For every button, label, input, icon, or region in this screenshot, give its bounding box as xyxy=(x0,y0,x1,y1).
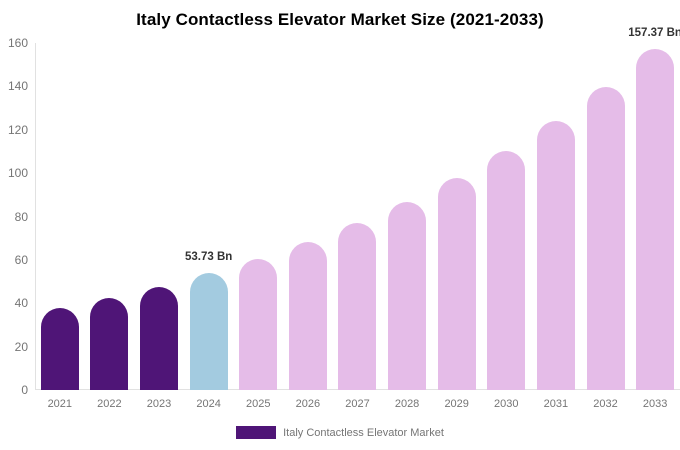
chart-title: Italy Contactless Elevator Market Size (… xyxy=(136,10,544,29)
bar-2022[interactable] xyxy=(90,298,129,390)
bar-column-2031 xyxy=(531,43,581,390)
x-axis: 2021 2022 2023 2024 2025 2026 2027 2028 2029 2030… xyxy=(35,398,680,410)
x-tick-label-2022: 2022 xyxy=(97,398,122,410)
legend-label: Italy Contactless Elevator Market xyxy=(283,426,444,439)
y-tick-label: 60 xyxy=(14,252,28,267)
bar-column-2024: 53.73 Bn xyxy=(184,43,234,390)
bar-column-2030 xyxy=(481,43,531,390)
bar-column-2021 xyxy=(35,43,85,390)
legend-swatch xyxy=(236,426,277,439)
bar-column-2032 xyxy=(581,43,631,390)
bar-column-2025 xyxy=(233,43,283,390)
legend-item[interactable]: Italy Contactless Elevator Market xyxy=(236,426,444,439)
legend: Italy Contactless Elevator Market xyxy=(0,426,680,439)
bar-2023[interactable] xyxy=(140,286,179,390)
y-tick-label: 100 xyxy=(7,166,28,181)
x-tick-label-2033: 2033 xyxy=(642,398,668,410)
bar-2029[interactable] xyxy=(437,178,476,390)
y-tick-label: 140 xyxy=(7,79,28,94)
x-tick-label-2028: 2028 xyxy=(394,398,420,410)
x-tick-label-2021: 2021 xyxy=(47,398,73,410)
y-tick-label: 160 xyxy=(7,36,28,50)
bar-column-2023 xyxy=(134,43,184,390)
bar-2026[interactable] xyxy=(288,242,327,390)
x-tick-label-2027: 2027 xyxy=(345,398,370,410)
bar-2025[interactable] xyxy=(239,258,278,390)
y-tick-label: 20 xyxy=(14,339,28,354)
x-tick-label-2024: 2024 xyxy=(196,398,221,410)
y-tick-label: 120 xyxy=(7,122,28,137)
bar-column-2029 xyxy=(432,43,482,390)
y-tick-label: 0 xyxy=(21,383,28,397)
bar-2031[interactable] xyxy=(536,121,575,390)
bar-2030[interactable] xyxy=(487,151,526,390)
bar-2028[interactable] xyxy=(388,202,427,390)
bar-column-2033: 157.37 Bn xyxy=(628,27,680,390)
y-axis-line xyxy=(35,43,36,390)
x-tick-label-2026: 2026 xyxy=(295,398,321,410)
y-tick-label: 40 xyxy=(14,296,28,311)
y-tick-label: 80 xyxy=(14,209,28,224)
x-tick-label-2031: 2031 xyxy=(543,398,569,410)
bar-value-label-2024: 53.73 Bn xyxy=(184,251,233,264)
bar-column-2026 xyxy=(283,43,333,390)
x-tick-label-2032: 2032 xyxy=(593,398,618,410)
x-tick-label-2029: 2029 xyxy=(444,398,469,410)
bar-2033[interactable] xyxy=(636,48,675,390)
bar-2027[interactable] xyxy=(338,223,377,390)
bar-2021[interactable] xyxy=(40,308,79,390)
bar-column-2027 xyxy=(333,43,383,390)
y-axis: 0 20 40 60 80 100 120 140 160 xyxy=(0,36,28,397)
bar-2032[interactable] xyxy=(586,87,625,390)
plot-area: 0 20 40 60 80 100 120 140 160 53.73 Bn 157.37 Bn xyxy=(0,27,680,397)
x-tick-label-2023: 2023 xyxy=(146,398,172,410)
x-tick-label-2030: 2030 xyxy=(494,398,519,410)
x-tick-label-2025: 2025 xyxy=(246,398,271,410)
bar-column-2022 xyxy=(85,43,135,390)
bar-2024[interactable] xyxy=(189,273,228,390)
bar-column-2028 xyxy=(382,43,432,390)
bars-row: 53.73 Bn 157.37 Bn xyxy=(35,27,680,390)
bar-value-label-2033: 157.37 Bn xyxy=(628,26,680,39)
